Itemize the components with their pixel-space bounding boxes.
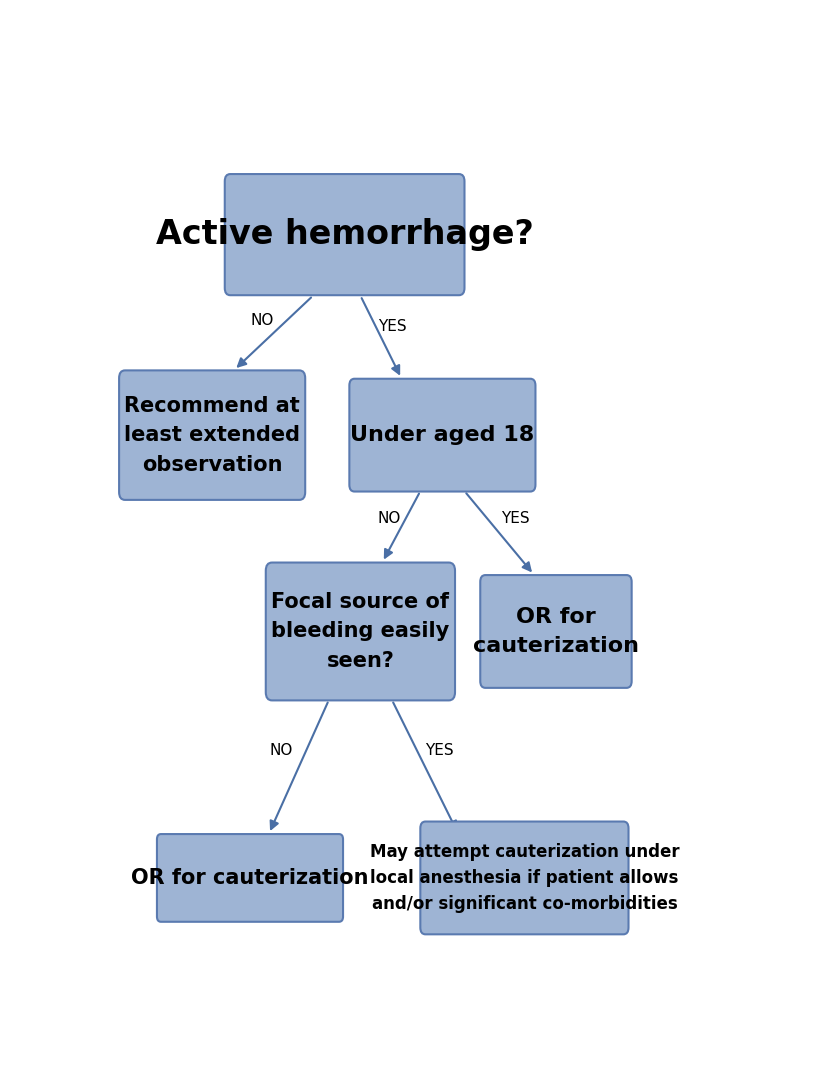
FancyBboxPatch shape [157, 834, 343, 922]
Text: Under aged 18: Under aged 18 [350, 425, 535, 445]
FancyBboxPatch shape [225, 174, 465, 295]
FancyBboxPatch shape [349, 379, 536, 492]
Text: Recommend at
least extended
observation: Recommend at least extended observation [125, 396, 300, 475]
Text: Active hemorrhage?: Active hemorrhage? [155, 218, 533, 251]
Text: OR for
cauterization: OR for cauterization [473, 607, 639, 656]
FancyBboxPatch shape [480, 575, 632, 688]
Text: NO: NO [270, 742, 293, 757]
Text: NO: NO [377, 511, 400, 526]
Text: YES: YES [501, 511, 529, 526]
FancyBboxPatch shape [265, 562, 455, 701]
Text: NO: NO [251, 314, 274, 328]
Text: YES: YES [425, 742, 453, 757]
Text: OR for cauterization: OR for cauterization [131, 868, 369, 888]
FancyBboxPatch shape [119, 370, 305, 500]
FancyBboxPatch shape [420, 821, 628, 934]
Text: May attempt cauterization under
local anesthesia if patient allows
and/or signif: May attempt cauterization under local an… [370, 843, 679, 914]
Text: YES: YES [378, 319, 406, 334]
Text: Focal source of
bleeding easily
seen?: Focal source of bleeding easily seen? [271, 592, 449, 671]
